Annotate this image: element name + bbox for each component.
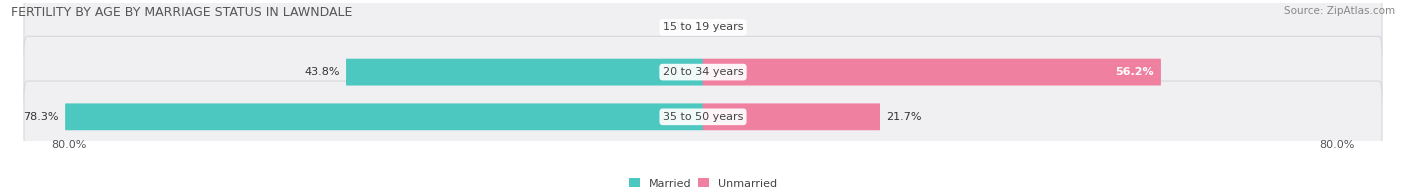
FancyBboxPatch shape [65, 103, 703, 130]
Text: 78.3%: 78.3% [24, 112, 59, 122]
Text: 56.2%: 56.2% [1115, 67, 1154, 77]
Text: 35 to 50 years: 35 to 50 years [662, 112, 744, 122]
Text: 21.7%: 21.7% [886, 112, 922, 122]
Text: 80.0%: 80.0% [1319, 140, 1354, 150]
Text: 15 to 19 years: 15 to 19 years [662, 22, 744, 32]
FancyBboxPatch shape [346, 59, 703, 85]
Text: FERTILITY BY AGE BY MARRIAGE STATUS IN LAWNDALE: FERTILITY BY AGE BY MARRIAGE STATUS IN L… [11, 6, 353, 19]
Text: 0.0%: 0.0% [662, 22, 690, 32]
FancyBboxPatch shape [24, 81, 1382, 153]
FancyBboxPatch shape [24, 0, 1382, 63]
Text: 43.8%: 43.8% [304, 67, 340, 77]
FancyBboxPatch shape [24, 36, 1382, 108]
Text: 80.0%: 80.0% [52, 140, 87, 150]
Text: Source: ZipAtlas.com: Source: ZipAtlas.com [1284, 6, 1395, 16]
Text: 20 to 34 years: 20 to 34 years [662, 67, 744, 77]
FancyBboxPatch shape [703, 59, 1161, 85]
FancyBboxPatch shape [703, 103, 880, 130]
Legend: Married, Unmarried: Married, Unmarried [628, 178, 778, 189]
Text: 0.0%: 0.0% [716, 22, 744, 32]
